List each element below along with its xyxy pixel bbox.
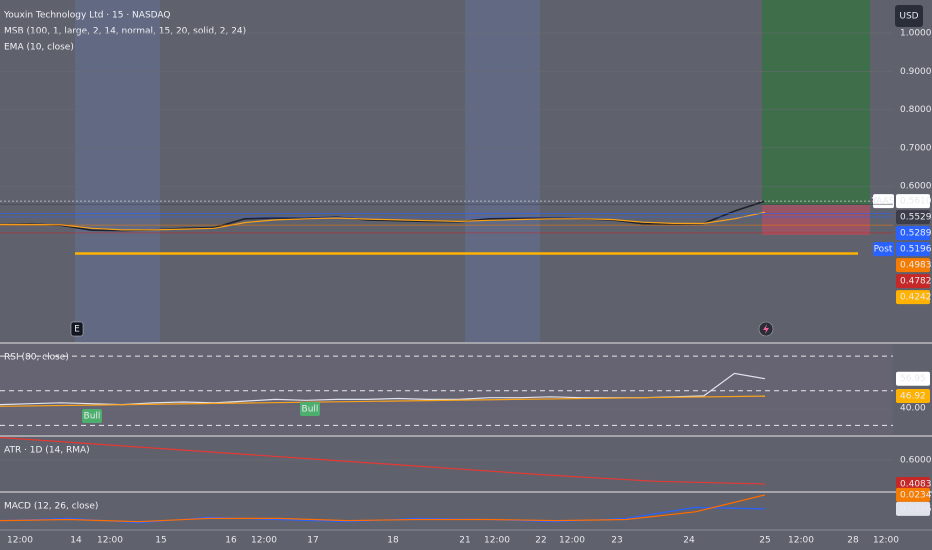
- x-tick-label: 12:00: [97, 536, 123, 546]
- price-tag-label: 0.5610: [900, 197, 932, 207]
- x-tick-label: 12:00: [788, 536, 814, 546]
- price-tag: [896, 501, 930, 516]
- x-tick-label: 12:00: [484, 536, 510, 546]
- x-tick-label: 22: [535, 536, 546, 546]
- price-tag: [896, 389, 930, 404]
- indicator-label: MSB (100, 1, large, 2, 14, normal, 15, 2…: [4, 27, 246, 37]
- x-tick-label: 16: [225, 536, 237, 546]
- indicator-label: EMA (10, close): [4, 43, 74, 53]
- y-tick-label: 1.0000: [900, 29, 932, 39]
- y-tick-label: 40.00: [900, 404, 926, 414]
- price-tag-label: 0.4083: [900, 479, 932, 489]
- x-tick-label: 24: [683, 536, 695, 546]
- event-icon-bolt: [763, 324, 769, 334]
- price-tag: [896, 274, 930, 289]
- series-line: [0, 494, 766, 523]
- x-tick-label: 12:00: [559, 536, 585, 546]
- session-band: [75, 0, 160, 342]
- price-tag-label: 0.4983: [900, 261, 932, 271]
- tag-name: Post: [874, 245, 893, 255]
- x-tick-label: 12:00: [251, 536, 277, 546]
- price-tag: [896, 290, 930, 305]
- price-tag: [896, 226, 930, 241]
- y-tick-label: 0.6000: [900, 182, 932, 192]
- x-tick-label: 18: [387, 536, 399, 546]
- signal-box: [82, 409, 102, 423]
- y-tick-label: 0.6000: [900, 456, 932, 466]
- x-tick-label: 14: [70, 536, 82, 546]
- x-tick-label: 17: [307, 536, 318, 546]
- price-tag: [896, 476, 930, 491]
- panel-title: MACD (12, 26, close): [4, 502, 98, 512]
- price-tag: [896, 371, 930, 386]
- x-tick-label: 23: [611, 536, 622, 546]
- signal-label: Bull: [302, 405, 319, 415]
- symbol-title: Youxin Technology Ltd · 15 · NASDAQ: [3, 11, 171, 21]
- target-zone: [762, 0, 870, 205]
- price-tag: [896, 242, 930, 257]
- price-tag-label: 0.5529: [900, 213, 932, 223]
- rsi-background: [0, 344, 893, 434]
- price-tag-label: 0.5196: [900, 245, 932, 255]
- earnings-marker-label[interactable]: E: [74, 325, 80, 335]
- series-line: [0, 436, 766, 485]
- x-tick-label: 25: [759, 536, 770, 546]
- tag-name-box: [873, 242, 894, 257]
- currency-button[interactable]: [895, 5, 923, 27]
- y-tick-label: 0.8000: [900, 105, 932, 115]
- x-tick-label: 21: [459, 536, 470, 546]
- currency-label[interactable]: USD: [899, 12, 918, 22]
- series-line: [0, 211, 766, 231]
- tag-name: YAAS: [870, 197, 894, 207]
- session-band: [465, 0, 540, 342]
- price-tag: [896, 258, 930, 273]
- y-tick-label: 0.7000: [900, 143, 932, 153]
- price-tag-label: 56.95: [900, 374, 926, 384]
- price-tag: [896, 194, 930, 209]
- x-tick-label: 12:00: [7, 536, 33, 546]
- price-tag-label: 0.4242: [900, 293, 932, 303]
- earnings-marker[interactable]: [70, 321, 84, 337]
- price-tag-label: 0.0234: [900, 490, 932, 500]
- price-tag-label: 0.4782: [900, 277, 932, 287]
- stop-zone: [762, 205, 870, 235]
- price-tag-label: 0.5289: [900, 229, 932, 239]
- signal-label: Bull: [84, 412, 101, 422]
- x-tick-label: 12:00: [873, 536, 899, 546]
- panel-title: RSI (80, close): [4, 353, 69, 363]
- price-tag-label: 0.0106: [900, 504, 932, 514]
- y-tick-label: 0.9000: [900, 67, 932, 77]
- x-tick-label: 15: [155, 536, 166, 546]
- x-tick-label: 28: [847, 536, 859, 546]
- signal-box: [300, 402, 320, 416]
- series-line: [0, 395, 766, 407]
- panel-title: ATR · 1D (14, RMA): [4, 446, 90, 456]
- price-tag-label: 46.92: [900, 392, 926, 402]
- price-tag: [896, 210, 930, 225]
- price-tag: [896, 487, 930, 502]
